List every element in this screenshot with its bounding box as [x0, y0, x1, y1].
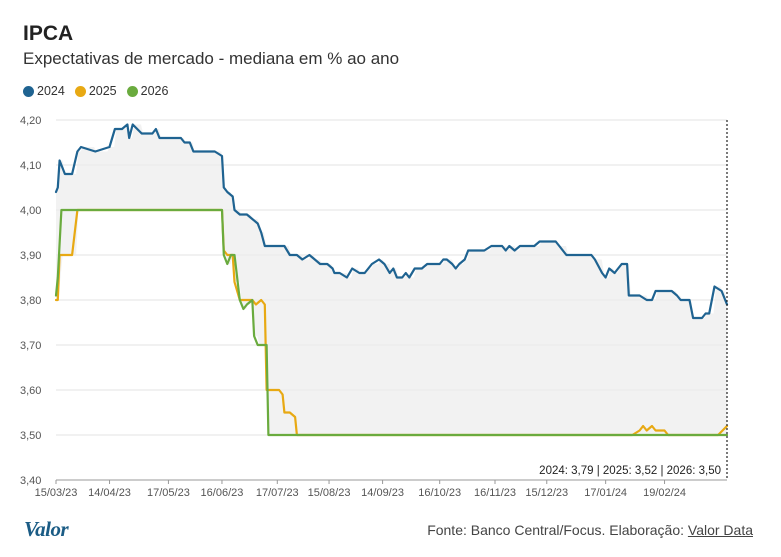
source-link[interactable]: Valor Data: [687, 522, 753, 538]
x-tick-label: 16/10/23: [418, 487, 461, 499]
y-axis-ticks: 4,20 4,10 4,00 3,90 3,80 3,70 3,60 3,50 3,40: [20, 115, 41, 487]
x-tick-label: 14/04/23: [88, 487, 131, 499]
legend-swatch-2024: [23, 85, 34, 97]
x-tick-label: 15/03/23: [35, 487, 78, 499]
y-tick-label: 3,80: [20, 295, 41, 307]
range-band-area: [56, 124, 727, 435]
legend-item-2025[interactable]: 2025: [74, 84, 117, 98]
chart-overlay: 2024: 3,79 | 2025: 3,52 | 2026: 3,50: [539, 120, 728, 480]
legend-label-2025: 2025: [88, 84, 117, 98]
legend-item-2026[interactable]: 2026: [126, 84, 169, 98]
x-tick-label: 17/01/24: [584, 487, 627, 499]
x-tick-label: 17/05/23: [147, 487, 190, 499]
x-tick-label: 16/11/23: [474, 487, 516, 499]
series-lines: [54, 123, 729, 437]
y-tick-label: 3,50: [20, 430, 41, 442]
x-tick-label: 14/09/23: [361, 487, 404, 499]
range-band: [56, 124, 727, 435]
chart-title: IPCA: [23, 22, 74, 45]
latest-values-annotation: 2024: 3,79 | 2025: 3,52 | 2026: 3,50: [539, 465, 721, 477]
legend-swatch-2025: [74, 85, 86, 97]
legend-label-2026: 2026: [140, 84, 169, 98]
y-tick-label: 3,40: [20, 475, 41, 487]
legend-label-2024: 2024: [37, 84, 65, 98]
x-tick-label: 16/06/23: [201, 487, 244, 499]
y-tick-label: 4,20: [20, 115, 41, 127]
series-line-2024: [54, 123, 729, 320]
chart-subtitle: Expectativas de mercado - mediana em % a…: [23, 49, 400, 68]
legend-item-2024[interactable]: 2024: [23, 84, 65, 98]
y-tick-label: 4,00: [20, 205, 41, 217]
y-tick-label: 3,60: [20, 385, 41, 397]
y-tick-label: 3,70: [20, 340, 41, 352]
y-tick-label: 3,90: [20, 250, 41, 262]
x-tick-label: 15/12/23: [525, 487, 568, 499]
x-tick-label: 19/02/24: [643, 487, 686, 499]
source-note: Fonte: Banco Central/Focus. Elaboração: …: [427, 522, 753, 538]
chart-legend: 2024 2025 2026: [23, 84, 168, 98]
valor-logo: Valor: [24, 517, 69, 541]
source-text: Fonte: Banco Central/Focus. Elaboração:: [427, 522, 688, 538]
x-axis-ticks: 15/03/23 14/04/23 17/05/23 16/06/23 17/07/23…: [35, 479, 727, 499]
series-line-2026: [54, 208, 729, 437]
x-tick-label: 17/07/23: [256, 487, 299, 499]
y-tick-label: 4,10: [20, 160, 41, 172]
x-tick-label: 15/08/23: [308, 487, 351, 499]
legend-swatch-2026: [126, 85, 138, 97]
